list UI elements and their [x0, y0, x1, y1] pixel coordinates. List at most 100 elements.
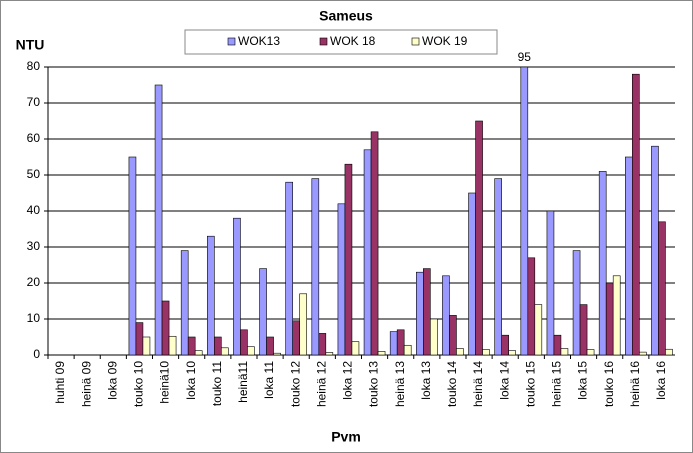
- y-tick-label: 50: [27, 167, 41, 181]
- bar: [632, 73, 640, 356]
- bar: [560, 348, 569, 356]
- x-tick-label: touko 13: [367, 361, 381, 407]
- bar: [337, 203, 346, 356]
- x-tick-label: loka 10: [184, 361, 198, 400]
- x-tick-label: touko 14: [445, 361, 459, 407]
- bar: [233, 217, 241, 356]
- x-tick-label: heinä 12: [314, 361, 328, 407]
- bar: [468, 192, 476, 356]
- bar: [142, 336, 151, 356]
- bar: [266, 336, 274, 356]
- bar: [651, 145, 659, 356]
- x-tick-label: loka 09: [105, 361, 119, 400]
- bar: [520, 66, 529, 356]
- bar: [501, 334, 509, 356]
- bar: [475, 120, 483, 356]
- bar: [247, 346, 255, 356]
- x-tick-label: loka 12: [341, 361, 355, 400]
- legend-swatch: [319, 37, 328, 46]
- bar: [161, 300, 170, 356]
- bar: [416, 271, 424, 356]
- x-tick-label: touko 15: [523, 361, 537, 407]
- bar: [214, 336, 222, 356]
- bar: [370, 131, 379, 356]
- bar: [534, 304, 543, 356]
- x-tick-label: heinä 13: [393, 361, 407, 407]
- bar: [325, 352, 334, 356]
- bar: [430, 318, 438, 356]
- bar: [553, 334, 562, 356]
- bar: [318, 333, 327, 356]
- bar: [546, 210, 555, 356]
- y-tick-label: 40: [27, 203, 41, 217]
- bar: [344, 163, 353, 356]
- bar: [363, 149, 372, 356]
- bar: [572, 250, 581, 356]
- y-tick-label: 10: [27, 311, 41, 325]
- bar: [449, 315, 457, 356]
- x-tick-label: heinä 16: [628, 361, 642, 407]
- bar: [442, 275, 450, 356]
- bar: [285, 181, 293, 356]
- bar: [351, 341, 360, 356]
- x-tick-label: heinä 09: [79, 361, 93, 407]
- x-tick-label: loka 13: [419, 361, 433, 400]
- bar: [612, 275, 621, 356]
- bar: [273, 352, 281, 356]
- bar: [194, 350, 203, 356]
- bar: [403, 344, 412, 356]
- x-tick-label: loka 11: [262, 361, 276, 399]
- y-axis-label: NTU: [16, 37, 45, 53]
- bar: [494, 178, 502, 356]
- bar: [625, 156, 633, 356]
- bar: [527, 257, 536, 356]
- legend-box: [184, 29, 498, 55]
- x-tick-label: touko 11: [210, 361, 224, 406]
- bar: [259, 268, 267, 356]
- x-tick-label: huhti 09: [53, 361, 67, 404]
- bar: [135, 322, 144, 356]
- bar: [389, 331, 398, 356]
- x-tick-label: heinä 15: [550, 361, 564, 407]
- bar: [180, 250, 189, 356]
- legend-label: WOK 19: [422, 34, 468, 48]
- bar: [168, 335, 177, 356]
- value-label: 95: [518, 50, 532, 64]
- x-tick-label: loka 14: [497, 361, 511, 400]
- x-tick-label: loka 15: [576, 361, 590, 400]
- bar: [665, 348, 673, 356]
- x-tick-label: loka 16: [654, 361, 668, 400]
- y-tick-label: 20: [27, 275, 41, 289]
- bar: [508, 350, 516, 356]
- bar: [187, 336, 196, 356]
- chart-title: Sameus: [319, 8, 373, 24]
- x-tick-label: heinä10: [158, 361, 172, 404]
- x-tick-label: touko 16: [602, 361, 616, 407]
- legend-swatch: [411, 37, 420, 46]
- y-tick-label: 80: [27, 59, 41, 73]
- y-tick-label: 30: [27, 239, 41, 253]
- bar: [207, 235, 215, 356]
- bar: [482, 349, 490, 356]
- x-tick-label: heinä11: [236, 361, 250, 403]
- bar: [423, 268, 431, 356]
- bar: [396, 329, 405, 356]
- y-tick-label: 70: [27, 95, 41, 109]
- bar: [240, 329, 248, 356]
- legend-label: WOK 18: [330, 34, 376, 48]
- bar: [128, 156, 137, 356]
- y-tick-label: 60: [27, 131, 41, 145]
- bar: [579, 304, 588, 356]
- bar: [292, 320, 300, 356]
- bar: [311, 178, 320, 356]
- x-tick-label: heinä 14: [471, 361, 485, 407]
- bar: [377, 351, 386, 356]
- y-tick-label: 0: [33, 347, 40, 361]
- x-tick-label: touko 10: [132, 361, 146, 407]
- x-tick-label: touko 12: [288, 361, 302, 407]
- bar: [639, 351, 647, 356]
- bar: [456, 348, 464, 356]
- bar: [299, 293, 307, 356]
- bar: [658, 221, 666, 356]
